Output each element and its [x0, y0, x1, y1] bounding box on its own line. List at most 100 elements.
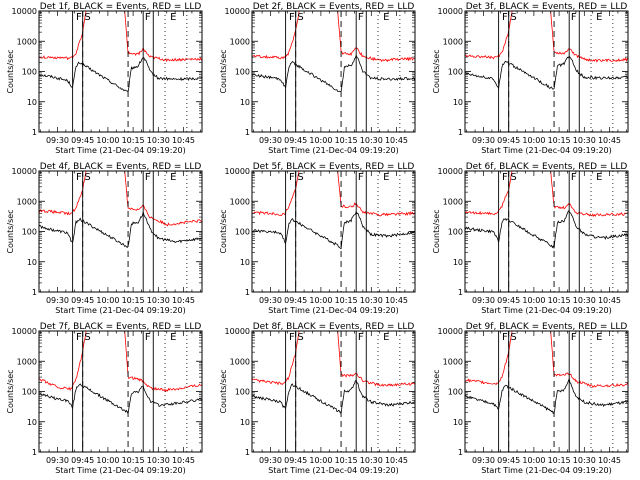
y-tick-label: 10: [240, 418, 250, 427]
y-tick-label: 100: [448, 388, 463, 397]
x-tick-label: 10:30: [360, 136, 383, 145]
series-line-lld: [465, 11, 628, 63]
x-tick-label: 10:00: [522, 296, 545, 305]
x-tick-label: 10:15: [335, 296, 358, 305]
x-axis-label: Start Time (21-Dec-04 09:19:20): [481, 146, 612, 155]
series-line-events: [252, 379, 415, 415]
x-tick-label: 09:30: [472, 296, 495, 305]
axes-frame: [251, 170, 416, 293]
x-tick-label: 10:30: [573, 296, 596, 305]
marker-label: F: [76, 332, 82, 343]
series-line-lld: [252, 171, 415, 217]
x-tick-label: 10:00: [96, 456, 119, 465]
marker-label: F: [502, 172, 508, 183]
y-tick-label: 10: [27, 258, 37, 267]
x-tick-label: 10:45: [385, 456, 408, 465]
x-tick-label: 10:30: [360, 456, 383, 465]
marker-label: E: [170, 332, 176, 343]
y-tick-label: 10000: [12, 327, 37, 336]
x-tick-label: 10:45: [172, 456, 195, 465]
x-tick-label: 09:30: [46, 296, 69, 305]
chart-title: Det 2f, BLACK = Events, RED = LLD: [253, 2, 415, 12]
y-tick-label: 10000: [438, 7, 463, 16]
x-tick-label: 09:45: [284, 136, 307, 145]
marker-label: S: [510, 172, 516, 183]
series-line-events: [465, 210, 628, 249]
marker-label: F: [289, 12, 295, 23]
x-tick-label: 10:45: [598, 136, 621, 145]
x-tick-label: 10:30: [147, 456, 170, 465]
x-tick-label: 10:15: [548, 296, 571, 305]
x-tick-label: 10:45: [385, 136, 408, 145]
series-line-events: [252, 54, 415, 93]
axes-frame: [251, 10, 416, 133]
x-tick-label: 09:45: [497, 296, 520, 305]
y-tick-label: 100: [235, 68, 250, 77]
y-tick-label: 10000: [12, 7, 37, 16]
x-tick-label: 10:15: [122, 456, 145, 465]
marker-label: F: [358, 332, 364, 343]
x-tick-label: 09:30: [259, 296, 282, 305]
marker-label: E: [170, 172, 176, 183]
marker-label: E: [383, 332, 389, 343]
y-axis-label: Counts/sec: [219, 369, 228, 413]
y-tick-label: 10: [453, 258, 463, 267]
chart-title: Det 5f, BLACK = Events, RED = LLD: [253, 162, 415, 172]
series-line-events: [39, 383, 202, 415]
y-tick-label: 10: [27, 418, 37, 427]
marker-label: S: [297, 172, 303, 183]
chart-title: Det 9f, BLACK = Events, RED = LLD: [466, 322, 628, 332]
x-tick-label: 10:30: [573, 136, 596, 145]
y-tick-label: 10: [453, 98, 463, 107]
series-line-events: [465, 377, 628, 414]
y-tick-label: 1: [32, 288, 37, 297]
marker-label: E: [383, 172, 389, 183]
y-tick-label: 1: [458, 128, 463, 137]
axes-frame: [251, 330, 416, 453]
y-axis-label: Counts/sec: [219, 49, 228, 93]
marker-label: F: [145, 172, 151, 183]
series-line-lld: [39, 171, 202, 227]
y-tick-label: 1000: [443, 37, 463, 46]
marker-label: F: [289, 332, 295, 343]
marker-label: S: [510, 332, 516, 343]
axes-frame: [464, 10, 629, 133]
axes-frame: [464, 330, 629, 453]
x-tick-label: 10:00: [309, 296, 332, 305]
y-tick-label: 1: [245, 288, 250, 297]
x-axis-label: Start Time (21-Dec-04 09:19:20): [55, 466, 186, 475]
x-tick-label: 09:45: [71, 296, 94, 305]
y-tick-label: 1000: [230, 357, 250, 366]
marker-label: S: [297, 332, 303, 343]
y-tick-label: 1000: [17, 357, 37, 366]
x-tick-label: 10:45: [385, 296, 408, 305]
chart-title: Det 6f, BLACK = Events, RED = LLD: [466, 162, 628, 172]
y-tick-label: 10: [27, 98, 37, 107]
marker-label: F: [571, 172, 577, 183]
marker-label: S: [84, 332, 90, 343]
x-tick-label: 10:45: [172, 136, 195, 145]
series-line-events: [39, 210, 202, 249]
x-tick-label: 09:45: [497, 456, 520, 465]
series-line-lld: [252, 331, 415, 387]
x-tick-label: 10:30: [573, 456, 596, 465]
marker-label: S: [84, 12, 90, 23]
marker-label: F: [358, 12, 364, 23]
y-tick-label: 1000: [230, 37, 250, 46]
y-tick-label: 1: [245, 128, 250, 137]
y-tick-label: 1: [32, 128, 37, 137]
x-tick-label: 09:30: [472, 136, 495, 145]
y-tick-label: 10: [453, 418, 463, 427]
x-axis-label: Start Time (21-Dec-04 09:19:20): [481, 306, 612, 315]
y-tick-label: 100: [22, 388, 37, 397]
marker-label: F: [571, 332, 577, 343]
x-tick-label: 10:15: [122, 296, 145, 305]
chart-title: Det 7f, BLACK = Events, RED = LLD: [40, 322, 202, 332]
y-tick-label: 100: [235, 228, 250, 237]
y-axis-label: Counts/sec: [432, 369, 441, 413]
